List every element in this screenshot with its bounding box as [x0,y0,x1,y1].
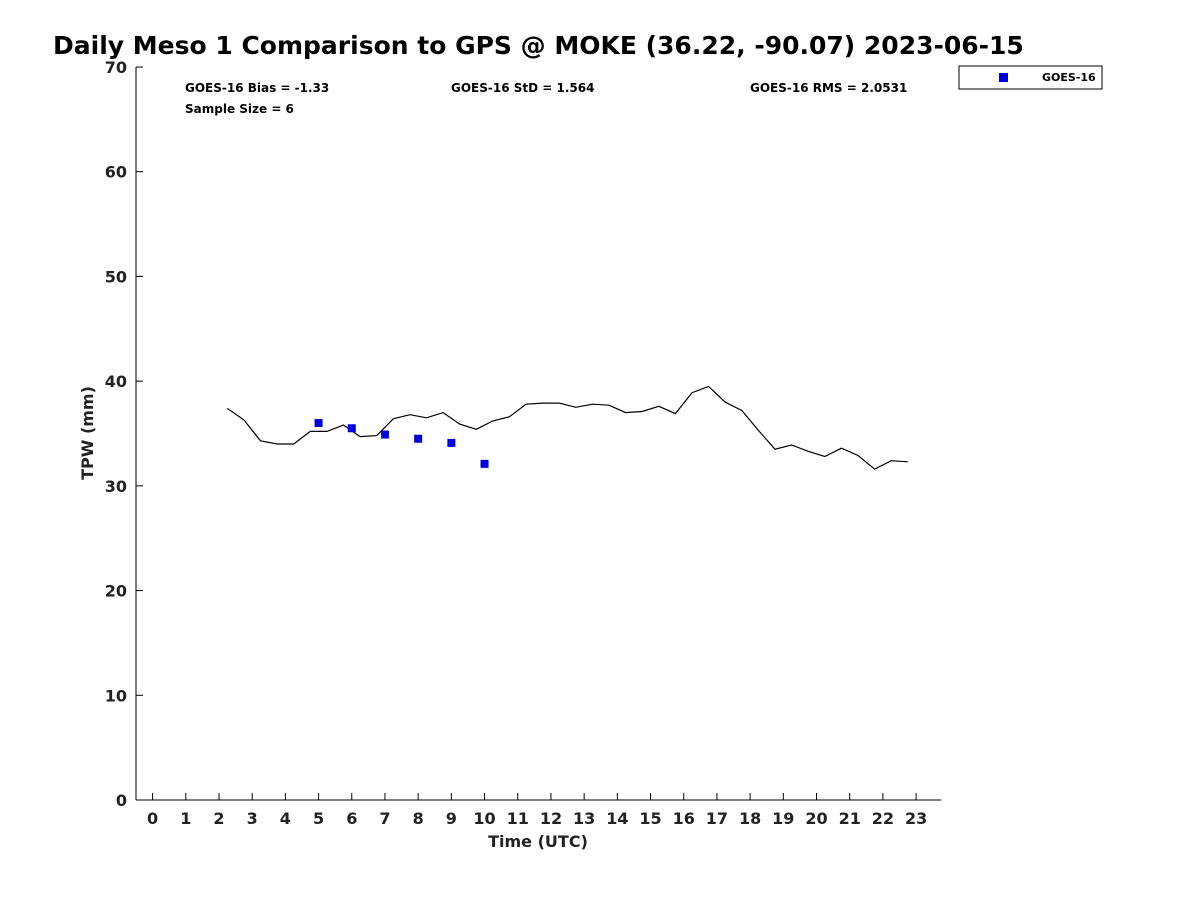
gps-tpw-line [226,385,908,470]
x-tick-label: 1 [180,809,191,828]
x-tick-label: 16 [673,809,695,828]
x-tick-label: 17 [706,809,728,828]
goes16-point [480,459,489,468]
y-tick-label: 0 [116,791,127,810]
x-tick-label: 2 [213,809,224,828]
x-tick-label: 22 [872,809,894,828]
stat-rms: GOES-16 RMS = 2.0531 [750,81,907,95]
legend-marker [999,73,1008,82]
x-tick-label: 0 [147,809,158,828]
goes16-point [347,424,356,433]
y-axis-ticks: 0 10 20 30 40 50 60 70 [105,58,143,810]
legend-label-goes16: GOES-16 [1042,71,1096,84]
x-tick-label: 19 [772,809,794,828]
x-tick-label: 14 [606,809,628,828]
x-tick-label: 4 [280,809,291,828]
y-tick-label: 50 [105,267,127,286]
goes16-point [414,434,423,443]
legend-box [958,65,1103,90]
chart-title: Daily Meso 1 Comparison to GPS @ MOKE (3… [53,31,1024,60]
x-tick-label: 6 [346,809,357,828]
x-tick-label: 9 [446,809,457,828]
x-tick-label: 5 [313,809,324,828]
y-tick-label: 10 [105,686,127,705]
y-tick-label: 60 [105,163,127,182]
x-axis-ticks: 0 1 2 3 4 5 6 7 8 9 10 11 12 13 14 15 16 17 18 19 20 21 22 23 [147,793,927,828]
stat-sample-size: Sample Size = 6 [185,102,294,116]
x-tick-label: 8 [413,809,424,828]
x-tick-label: 23 [905,809,927,828]
legend: GOES-16 [958,65,1103,90]
x-tick-label: 18 [739,809,761,828]
x-tick-label: 12 [540,809,562,828]
stat-bias: GOES-16 Bias = -1.33 [185,81,329,95]
x-tick-label: 21 [839,809,861,828]
series-layer [226,385,908,470]
x-tick-label: 13 [573,809,595,828]
goes16-point [447,438,456,447]
y-axis-label: TPW (mm) [78,386,97,480]
goes16-point [314,419,323,428]
stats-annotations: GOES-16 Bias = -1.33 GOES-16 StD = 1.564… [185,81,907,116]
x-tick-label: 10 [473,809,495,828]
x-tick-label: 11 [507,809,529,828]
y-tick-label: 40 [105,372,127,391]
y-tick-label: 30 [105,477,127,496]
goes16-point [380,430,389,439]
x-tick-label: 20 [805,809,827,828]
x-tick-label: 7 [379,809,390,828]
x-tick-label: 3 [247,809,258,828]
stat-std: GOES-16 StD = 1.564 [451,81,594,95]
x-axis-label: Time (UTC) [488,832,588,851]
x-tick-label: 15 [639,809,661,828]
y-tick-label: 20 [105,582,127,601]
y-tick-label: 70 [105,58,127,77]
